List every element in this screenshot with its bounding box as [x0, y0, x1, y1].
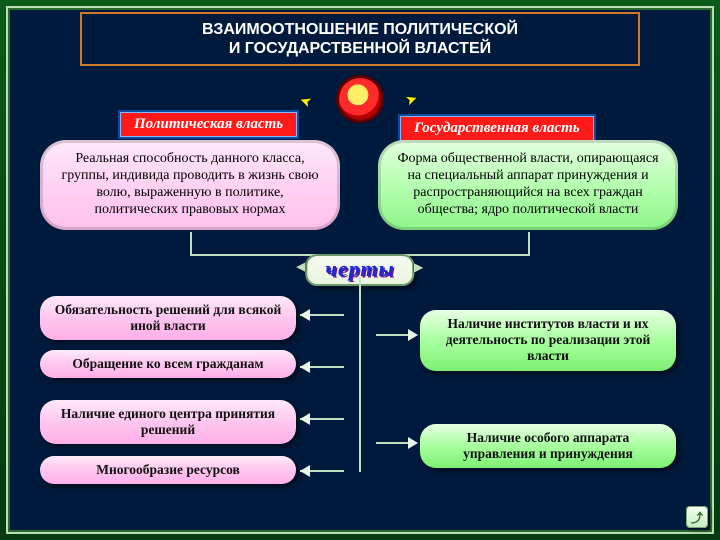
arrowhead-icon	[300, 413, 310, 425]
slide-title: ВЗАИМООТНОШЕНИЕ ПОЛИТИЧЕСКОЙ И ГОСУДАРСТ…	[80, 12, 640, 66]
feature-left-2: Обращение ко всем гражданам	[40, 350, 296, 378]
arrowhead-icon	[300, 309, 310, 321]
tag-state-power: Государственная власть	[398, 114, 596, 143]
definition-political: Реальная способность данного класса, гру…	[40, 140, 340, 230]
feature-left-4: Многообразие ресурсов	[40, 456, 296, 484]
feature-left-1: Обязательность решений для всякой иной в…	[40, 296, 296, 340]
vertical-stem	[359, 278, 361, 472]
arrowhead-icon	[300, 361, 310, 373]
definition-state: Форма общественной власти, опирающаяся н…	[378, 140, 678, 230]
arrowhead-icon	[300, 465, 310, 477]
title-line-1: ВЗАИМООТНОШЕНИЕ ПОЛИТИЧЕСКОЙ	[202, 21, 518, 38]
tag-political-power: Политическая власть	[118, 110, 299, 139]
title-line-2: И ГОСУДАРСТВЕННОЙ ВЛАСТЕЙ	[229, 40, 491, 57]
feature-left-3: Наличие единого центра принятия решений	[40, 400, 296, 444]
feature-right-1: Наличие институтов власти и их деятельно…	[420, 310, 676, 371]
feature-right-2: Наличие особого аппарата управления и пр…	[420, 424, 676, 468]
arrow-left-icon: ▶	[296, 260, 305, 275]
connector	[528, 232, 530, 254]
corner-nav-icon[interactable]: ⤴	[686, 506, 708, 528]
connector	[190, 232, 192, 254]
arrowhead-icon	[408, 437, 418, 449]
center-sun-icon	[339, 78, 381, 120]
arrow-right-icon: ▶	[414, 260, 423, 275]
arrowhead-icon	[408, 329, 418, 341]
